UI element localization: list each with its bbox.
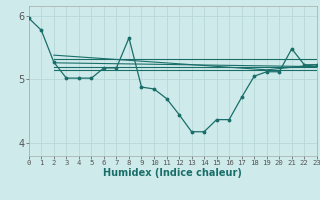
X-axis label: Humidex (Indice chaleur): Humidex (Indice chaleur) <box>103 168 242 178</box>
